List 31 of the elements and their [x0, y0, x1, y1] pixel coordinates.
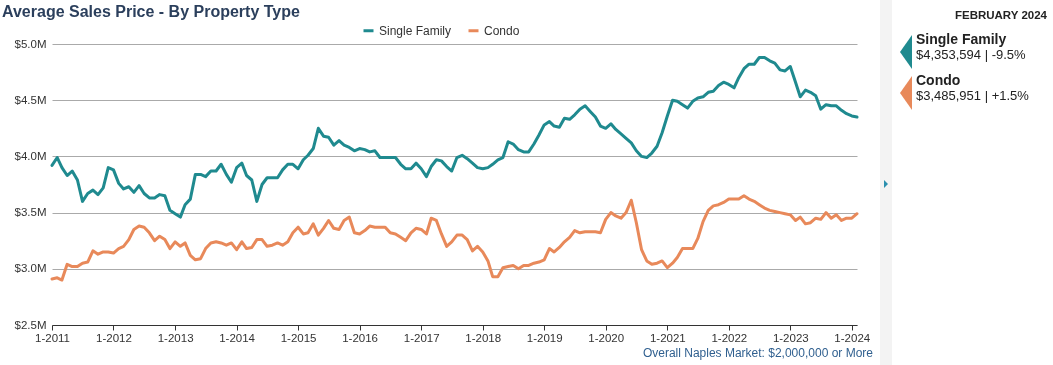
text: $4,353,594 | -9.5%: [916, 47, 1027, 62]
text: $3,485,951 | +1.5%: [916, 88, 1030, 103]
y-tick-label: $3.5M: [14, 206, 47, 219]
x-tick-label: 1-2013: [157, 331, 194, 344]
x-tick-label: 1-2021: [649, 331, 686, 344]
text: FEBRUARY 2024: [953, 9, 1048, 21]
x-tick-label: 1-2022: [711, 331, 748, 344]
text: Single Family: [916, 31, 1008, 47]
y-tick-label: $4.0M: [14, 149, 47, 162]
x-tick-label: 1-2018: [465, 331, 502, 344]
line-series: [50, 194, 859, 282]
legend-label: Condo: [484, 23, 520, 38]
x-tick-label: 1-2019: [526, 331, 563, 344]
x-tick-label: 1-2023: [772, 331, 809, 344]
y-tick-label: $5.0M: [14, 37, 47, 50]
x-tick-label: 1-2020: [588, 331, 625, 344]
line-series: [50, 55, 859, 219]
text: Overall Naples Market: $2,000,000 or More: [642, 346, 873, 360]
x-tick-label: 1-2015: [280, 331, 317, 344]
legend-label: Single Family: [379, 23, 452, 38]
x-tick-label: 1-2011: [35, 331, 70, 344]
x-tick-label: 1-2017: [403, 331, 440, 344]
y-tick-label: $3.0M: [14, 262, 47, 275]
text: Condo: [916, 72, 962, 88]
x-tick-label: 1-2014: [219, 331, 256, 344]
chart-title: Average Sales Price - By Property Type: [2, 3, 301, 20]
x-tick-label: 1-2016: [342, 331, 378, 344]
x-tick-label: 1-2012: [96, 331, 132, 344]
y-tick-label: $2.5M: [14, 318, 47, 331]
x-tick-label: 1-2024: [834, 331, 871, 344]
y-tick-label: $4.5M: [14, 93, 47, 106]
